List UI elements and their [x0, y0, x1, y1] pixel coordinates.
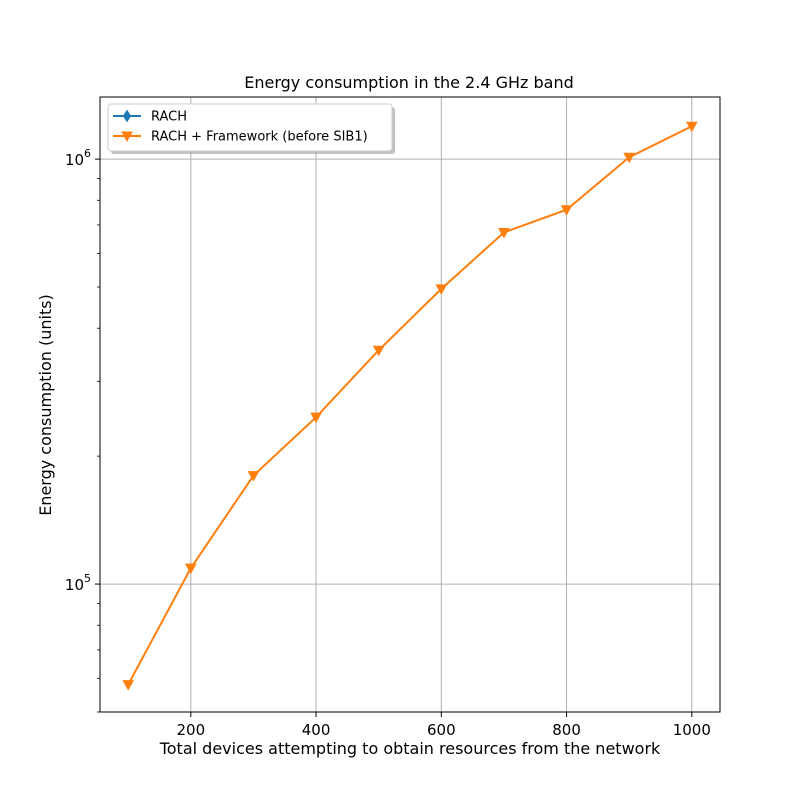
data-point	[122, 680, 135, 691]
y-axis-ticks: 105 106	[65, 147, 100, 713]
plot-frame	[99, 96, 721, 713]
data-point	[310, 412, 322, 424]
x-tick-label: 600	[427, 721, 456, 739]
series-line	[127, 125, 693, 686]
y-axis-label: Energy consumption (units)	[36, 294, 55, 516]
legend-marker	[121, 131, 133, 143]
y-tick-label: 106	[65, 147, 91, 169]
data-point	[498, 227, 510, 239]
chart-title: Energy consumption in the 2.4 GHz band	[244, 73, 574, 92]
data-point	[184, 563, 197, 575]
data-point	[247, 471, 260, 482]
legend: RACH RACH + Framework (before SIB1)	[107, 103, 395, 154]
data-point	[372, 345, 385, 357]
y-tick-label: 105	[65, 572, 91, 594]
data-point	[623, 152, 636, 164]
x-axis-label: Total devices attempting to obtain resou…	[159, 739, 661, 758]
data-point	[685, 121, 698, 133]
legend-label: RACH + Framework (before SIB1)	[151, 130, 368, 145]
series-1	[122, 121, 698, 691]
x-tick-label: 1000	[673, 721, 711, 739]
data-point	[435, 284, 448, 295]
legend-marker	[122, 109, 132, 123]
x-tick-label: 800	[552, 721, 581, 739]
x-tick-label: 200	[176, 721, 205, 739]
data-point	[560, 205, 573, 216]
legend-box	[107, 103, 393, 152]
x-tick-label: 400	[302, 721, 331, 739]
series-layer	[122, 121, 698, 691]
grid	[100, 97, 720, 712]
x-axis-ticks: 200 400 600 800 1000	[176, 712, 711, 739]
legend-label: RACH	[151, 110, 187, 125]
